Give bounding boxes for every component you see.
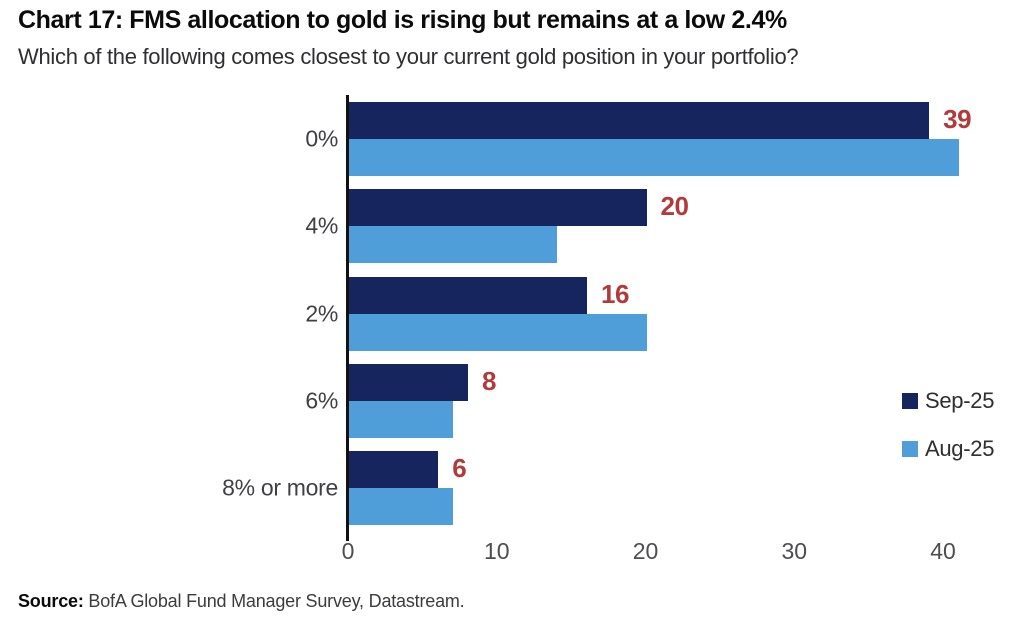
legend-item-sep-25: Sep-25 — [902, 388, 995, 413]
bar-aug-25-2- — [349, 313, 647, 351]
source-line: Source: BofA Global Fund Manager Survey,… — [18, 591, 465, 612]
x-axis-tick-label: 20 — [632, 538, 659, 564]
x-axis-tick-label: 30 — [781, 538, 808, 564]
y-axis-line — [346, 95, 349, 533]
x-axis-tick-label: 40 — [930, 538, 956, 564]
legend-swatch-icon — [902, 393, 918, 409]
value-label: 8 — [482, 365, 496, 396]
bar-aug-25-0- — [349, 139, 959, 176]
category-label: 6% — [305, 387, 338, 414]
bar-aug-25-8-or-more — [349, 488, 454, 526]
bar-sep-25-2- — [349, 276, 587, 314]
category-label: 8% or more — [222, 474, 338, 501]
bar-sep-25-4- — [349, 189, 647, 227]
chart-subtitle: Which of the following comes closest to … — [18, 44, 799, 69]
bar-sep-25-0- — [349, 102, 930, 139]
x-axis-zero-tick — [346, 533, 349, 541]
bar-group-8-or-more: 6 — [348, 451, 1010, 526]
bar-sep-25-6- — [349, 363, 468, 401]
bar-chart-plot-area: 39 20 16 8 6 0 10 20 30 40 — [342, 95, 1010, 564]
value-label: 16 — [601, 278, 629, 309]
legend-label: Sep-25 — [925, 388, 995, 413]
bar-aug-25-6- — [349, 400, 454, 438]
category-label: 2% — [305, 300, 338, 327]
source-text: BofA Global Fund Manager Survey, Datastr… — [83, 591, 465, 611]
legend-swatch-icon — [902, 441, 918, 457]
x-axis-tick-label: 0 — [341, 538, 355, 564]
category-label: 0% — [305, 125, 338, 152]
value-label: 39 — [943, 104, 972, 134]
value-label: 6 — [452, 453, 467, 484]
category-label: 4% — [305, 212, 338, 239]
bar-group-6-: 8 — [348, 363, 1010, 438]
legend-item-aug-25: Aug-25 — [902, 436, 995, 461]
bar-group-4-: 20 — [348, 189, 1010, 264]
value-label: 20 — [660, 191, 689, 222]
bar-group-2-: 16 — [348, 276, 1010, 351]
bar-group-0-: 39 — [348, 102, 1010, 176]
x-axis-tick-label: 10 — [483, 538, 510, 564]
source-label: Source: — [18, 591, 84, 611]
legend-label: Aug-25 — [925, 436, 995, 461]
bar-sep-25-8-or-more — [349, 451, 439, 489]
bar-aug-25-4- — [349, 226, 558, 264]
chart-title: Chart 17: FMS allocation to gold is risi… — [18, 6, 787, 34]
